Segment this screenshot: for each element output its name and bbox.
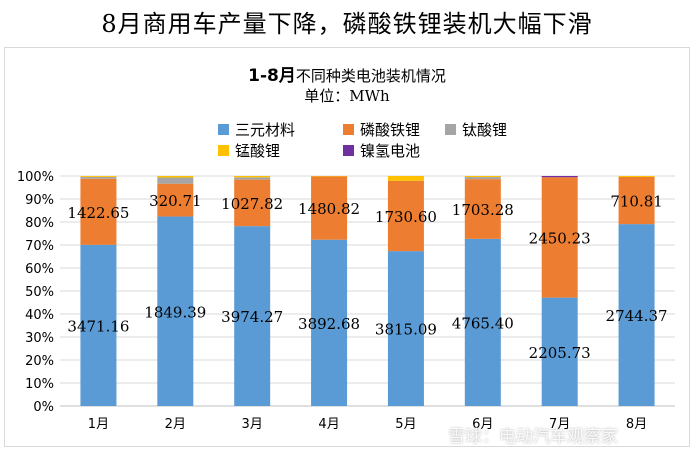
- y-tick-label: 100%: [17, 170, 54, 185]
- data-label: 2450.23: [529, 229, 591, 247]
- bar-segment: [234, 179, 271, 227]
- data-label: 3471.16: [67, 317, 129, 335]
- y-tick-label: 30%: [25, 331, 54, 346]
- bar-segment: [311, 239, 348, 406]
- legend-label: 锰酸锂: [235, 142, 280, 160]
- bar-segment: [541, 176, 578, 178]
- y-tick-label: 60%: [25, 262, 54, 277]
- data-label: 3974.27: [221, 308, 283, 326]
- y-tick-label: 10%: [25, 377, 54, 392]
- y-tick-label: 20%: [25, 354, 54, 369]
- y-tick-label: 80%: [25, 216, 54, 231]
- data-label: 2205.73: [529, 344, 591, 362]
- legend-label: 三元材料: [235, 121, 295, 139]
- data-label: 1703.28: [452, 201, 514, 219]
- bar-segment: [618, 224, 655, 406]
- bar-segment: [157, 177, 194, 184]
- watermark-text: 雪球：电动汽车观察家: [448, 427, 618, 447]
- bars: [80, 176, 655, 406]
- bar-segment: [618, 176, 655, 177]
- data-label: 1849.39: [144, 303, 206, 321]
- bar-segment: [157, 183, 194, 217]
- bar-segment: [157, 216, 194, 406]
- bar-segment: [311, 176, 348, 240]
- data-label: 4765.40: [452, 314, 514, 332]
- y-tick-labels: 0% 10% 20% 30% 40% 50% 60% 70% 80% 90% 100%: [17, 170, 54, 415]
- bar-segment: [464, 177, 501, 180]
- bar-segment: [541, 177, 578, 298]
- bar-segment: [80, 178, 117, 245]
- chart-title-bold: 1-8月: [248, 66, 296, 86]
- legend-swatch: [218, 124, 229, 135]
- x-tick-label: 5月: [395, 417, 416, 432]
- data-label: 710.81: [610, 193, 663, 211]
- legend-label: 镍氢电池: [360, 142, 420, 160]
- y-tick-label: 0%: [33, 400, 54, 415]
- bar-segment: [80, 176, 117, 177]
- y-tick-label: 50%: [25, 285, 54, 300]
- x-tick-label: 3月: [242, 417, 263, 432]
- data-label: 2744.37: [606, 307, 668, 325]
- x-tick-label: 6月: [472, 417, 493, 432]
- chart-title-rest: 不同种类电池装机情况: [295, 67, 446, 85]
- x-tick-labels: 1月 2月 3月 4月 5月 6月 7月 8月: [88, 417, 647, 432]
- bar-segment: [234, 226, 271, 406]
- x-tick-label: 2月: [165, 417, 186, 432]
- legend-swatch: [343, 124, 354, 135]
- chart-title: 1-8月不同种类电池装机情况: [0, 61, 694, 86]
- bar-segment: [541, 297, 578, 406]
- x-tick-label: 7月: [549, 417, 570, 432]
- x-tick-label: 4月: [318, 417, 339, 432]
- bar-segment: [618, 176, 655, 225]
- bar-segment: [387, 176, 424, 181]
- data-label: 1730.60: [375, 208, 437, 226]
- y-tick-label: 70%: [25, 239, 54, 254]
- bar-segment: [464, 179, 501, 239]
- bar-segment: [80, 176, 117, 179]
- data-label: 3815.09: [375, 321, 437, 339]
- y-tick-label: 90%: [25, 193, 54, 208]
- bar-segment: [157, 176, 194, 178]
- legend-label: 钛酸锂: [462, 121, 507, 139]
- data-label: 320.71: [149, 192, 202, 210]
- bar-segment: [234, 176, 271, 178]
- data-label: 3892.68: [298, 315, 360, 333]
- legend-swatch: [343, 145, 354, 156]
- grid-lines: [60, 175, 675, 407]
- data-label: 1480.82: [298, 200, 360, 218]
- x-tick-label: 8月: [626, 417, 647, 432]
- chart-subtitle: 单位：MWh: [304, 87, 390, 105]
- page-title: 8月商用车产量下降，磷酸铁锂装机大幅下滑: [101, 10, 593, 38]
- legend-label: 磷酸铁锂: [360, 121, 420, 139]
- bar-segment: [464, 176, 501, 178]
- legend-swatch: [218, 145, 229, 156]
- legend-swatch: [445, 124, 456, 135]
- data-label: 1027.82: [221, 195, 283, 213]
- data-label: 1422.65: [67, 204, 129, 222]
- bar-segment: [234, 177, 271, 180]
- bar-segment: [387, 180, 424, 252]
- bar-segment: [387, 251, 424, 406]
- bar-segment: [464, 238, 501, 406]
- bar-segment: [80, 244, 117, 406]
- x-tick-label: 1月: [88, 417, 109, 432]
- y-tick-label: 40%: [25, 308, 54, 323]
- data-labels: 3471.16 1422.65 1849.39 320.71 3974.27 1027.8…: [67, 192, 667, 362]
- chart-area: [4, 47, 690, 447]
